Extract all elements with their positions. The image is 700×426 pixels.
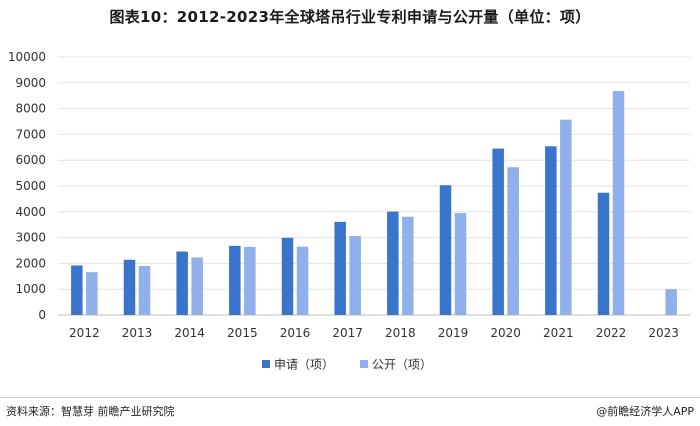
bar-publication-2019 — [454, 213, 467, 315]
y-axis-ticks: 0 1000 2000 3000 4000 5000 6000 7000 8000 9000 100… — [8, 50, 46, 322]
bar-publication-2020 — [507, 167, 519, 315]
y-tick-label: 6000 — [15, 153, 46, 167]
x-tick-label: 2013 — [122, 326, 153, 340]
y-tick-label: 1000 — [15, 282, 46, 296]
bar-publication-2016 — [296, 246, 309, 315]
legend: 申请（项） 公开（项） — [262, 358, 432, 372]
x-tick-label: 2022 — [596, 326, 627, 340]
y-tick-label: 7000 — [15, 127, 46, 141]
legend-swatch — [360, 360, 368, 368]
x-tick-label: 2015 — [227, 326, 258, 340]
x-tick-label: 2016 — [280, 326, 311, 340]
x-axis-ticks: 2012 2013 2014 2015 2016 2017 2018 2019 2020 2021… — [69, 326, 679, 340]
y-tick-label: 5000 — [15, 179, 46, 193]
bar-application-2017 — [334, 221, 346, 315]
x-tick-label: 2012 — [69, 326, 100, 340]
bars — [71, 91, 677, 315]
bar-publication-2015 — [244, 246, 256, 315]
bar-application-2012 — [71, 265, 83, 315]
bar-publication-2018 — [402, 216, 414, 315]
bar-application-2018 — [387, 211, 399, 315]
bar-publication-2013 — [138, 265, 151, 315]
brand-credit: @前瞻经济学人APP — [596, 405, 694, 418]
bar-publication-2022 — [612, 91, 625, 315]
bar-application-2016 — [281, 237, 294, 315]
y-tick-label: 10000 — [8, 50, 46, 64]
legend-label: 公开（项） — [372, 358, 432, 372]
y-tick-label: 0 — [38, 308, 46, 322]
bar-publication-2021 — [560, 119, 572, 315]
bar-publication-2014 — [191, 257, 203, 315]
bar-application-2022 — [597, 192, 610, 315]
legend-swatch — [262, 360, 270, 368]
y-tick-label: 2000 — [15, 256, 46, 270]
x-tick-label: 2018 — [385, 326, 416, 340]
gridlines — [58, 56, 690, 316]
x-tick-label: 2019 — [438, 326, 469, 340]
x-tick-label: 2021 — [543, 326, 574, 340]
y-tick-label: 8000 — [15, 102, 46, 116]
bar-application-2014 — [176, 251, 188, 315]
bar-publication-2023 — [665, 289, 677, 315]
bar-application-2013 — [123, 259, 136, 315]
x-tick-label: 2014 — [174, 326, 205, 340]
legend-label: 申请（项） — [274, 358, 334, 372]
source-note: 资料来源：智慧芽 前瞻产业研究院 — [6, 405, 175, 418]
y-tick-label: 9000 — [15, 76, 46, 90]
x-tick-label: 2017 — [332, 326, 363, 340]
bar-publication-2017 — [349, 236, 361, 315]
footer-divider — [0, 397, 700, 398]
y-tick-label: 4000 — [15, 205, 46, 219]
chart-title: 图表10：2012-2023年全球塔吊行业专利申请与公开量（单位：项） — [109, 8, 591, 26]
bar-application-2020 — [492, 148, 504, 315]
bar-application-2021 — [545, 146, 557, 315]
bar-application-2015 — [229, 245, 241, 315]
x-tick-label: 2023 — [648, 326, 679, 340]
x-tick-label: 2020 — [490, 326, 521, 340]
bar-publication-2012 — [86, 272, 98, 315]
bar-application-2019 — [439, 185, 452, 315]
y-tick-label: 3000 — [15, 231, 46, 245]
